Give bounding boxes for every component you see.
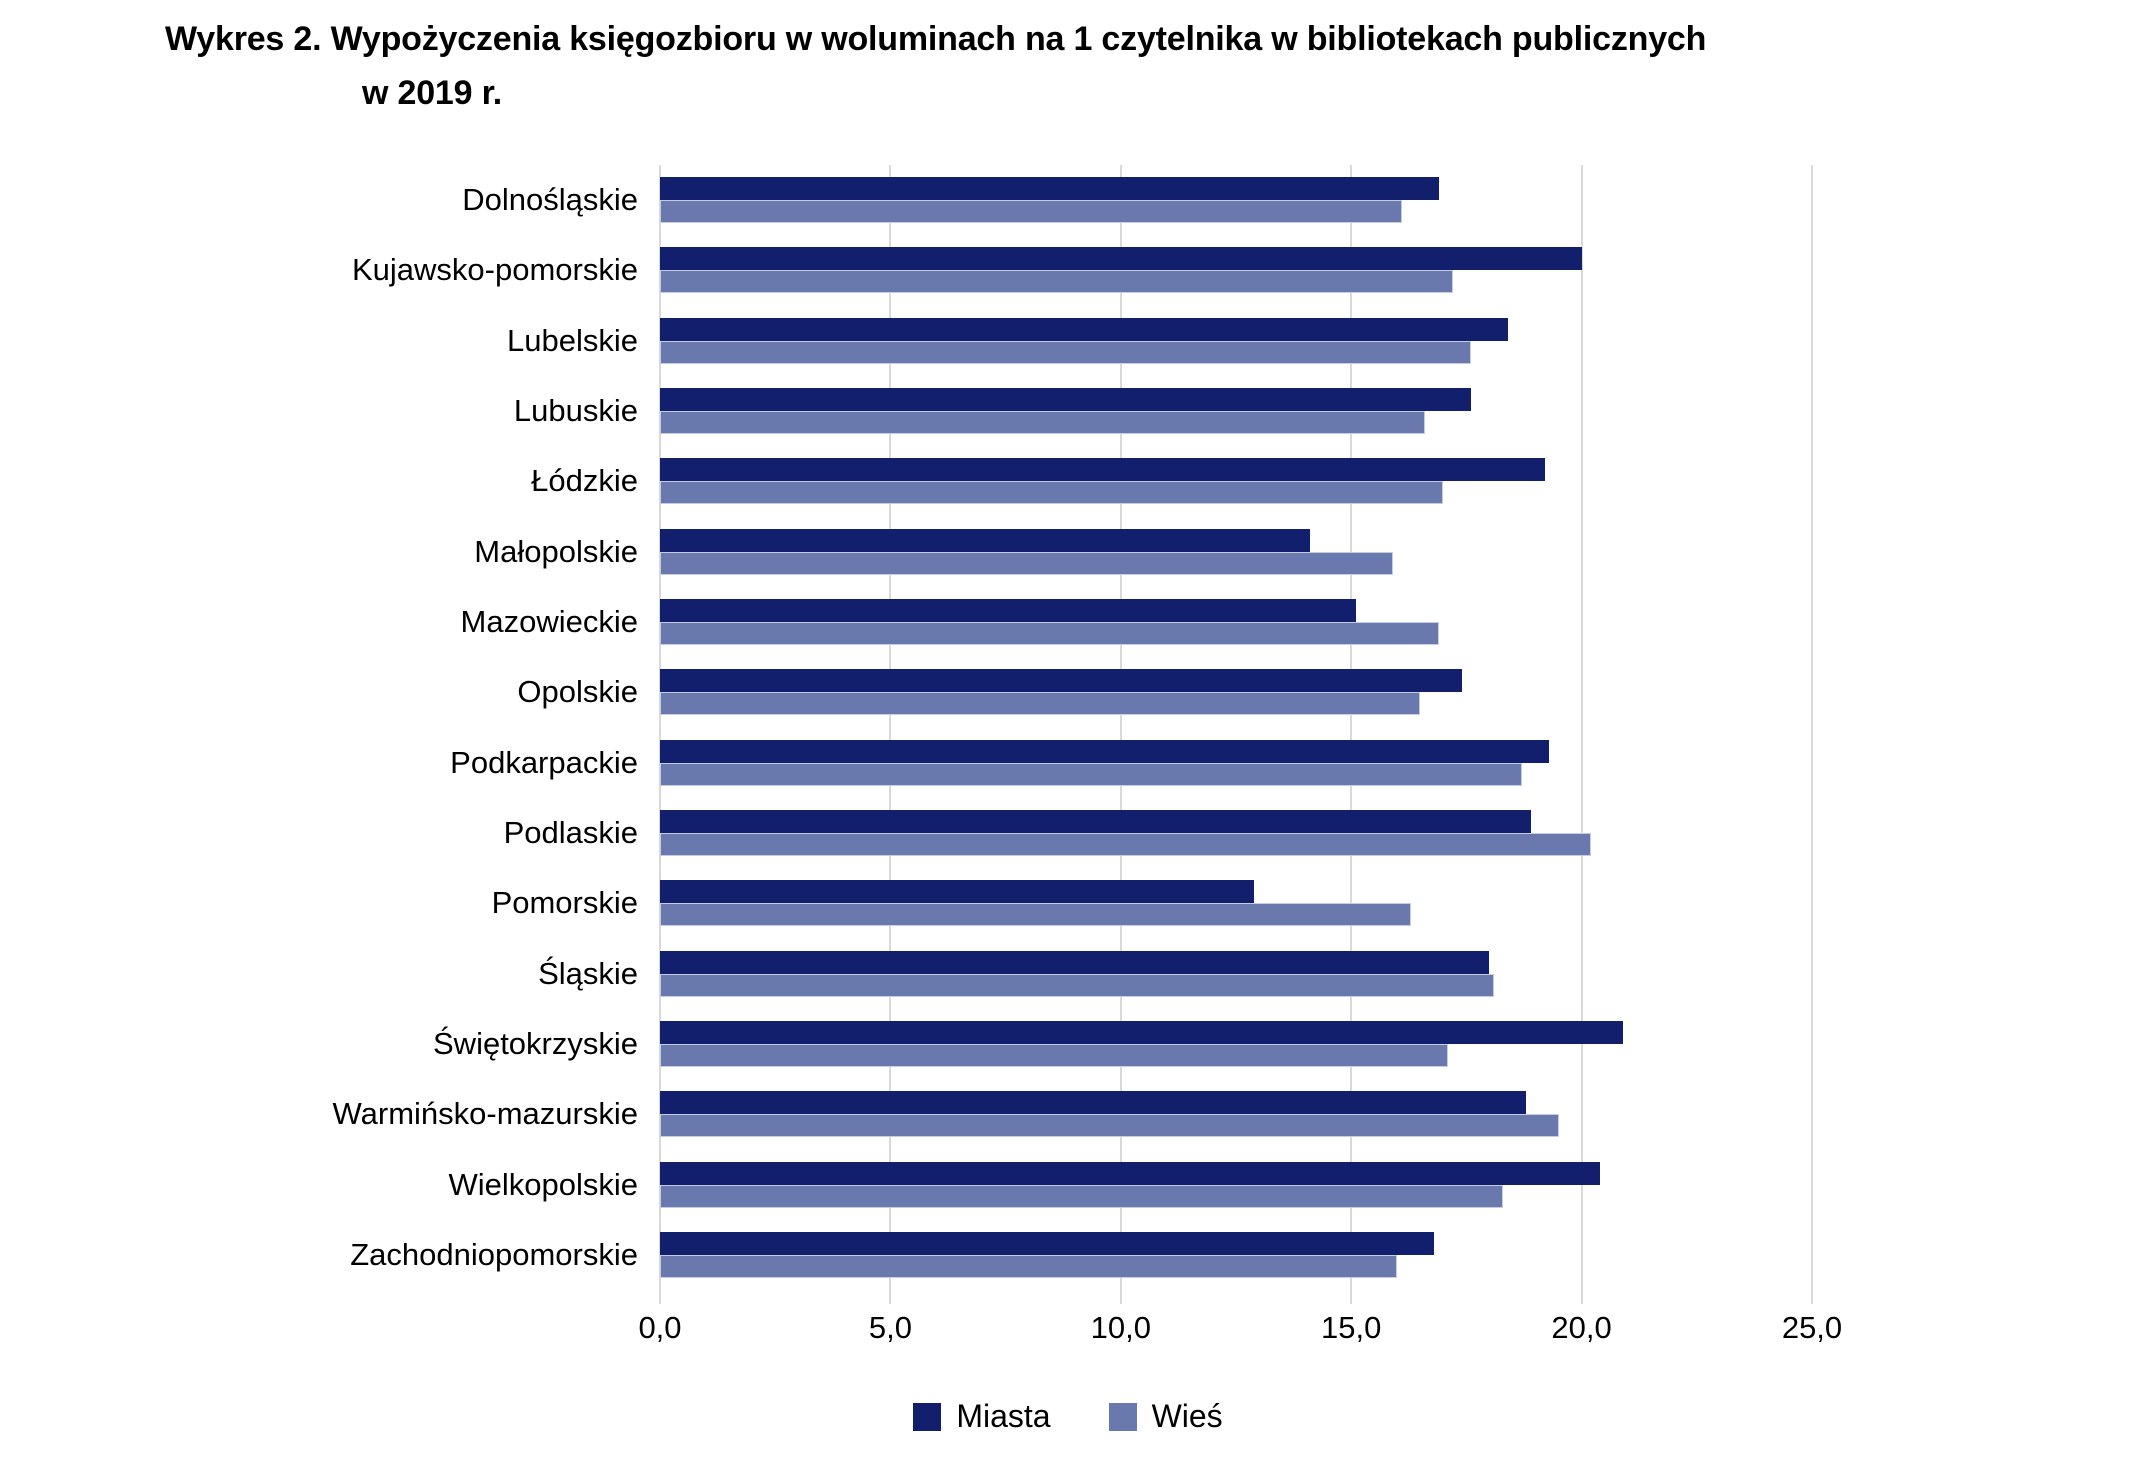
gridline xyxy=(889,165,892,1304)
bar-row xyxy=(660,868,1812,938)
legend-swatch-miasta-icon xyxy=(913,1402,942,1431)
legend-label-miasta: Miasta xyxy=(956,1398,1051,1434)
category-label: Łódzkie xyxy=(531,463,638,499)
bar-row xyxy=(660,657,1812,727)
bar-rows xyxy=(660,165,1812,1290)
bar-row xyxy=(660,1149,1812,1219)
category-label: Dolnośląskie xyxy=(462,182,638,218)
x-axis: 0,0 5,0 10,0 15,0 20,0 25,0 xyxy=(638,1310,1842,1354)
legend-item-wies: Wieś xyxy=(1108,1398,1223,1435)
bar-wies xyxy=(660,551,1393,575)
category-label: Kujawsko-pomorskie xyxy=(352,252,638,288)
category-label: Mazowieckie xyxy=(460,604,638,640)
x-tick-label: 20,0 xyxy=(1551,1310,1612,1345)
bar-miasta xyxy=(660,317,1508,341)
chart-title-line2: w 2019 r. xyxy=(362,74,502,112)
bar-row xyxy=(660,1220,1812,1290)
bar-wies xyxy=(660,692,1421,716)
category-label: Zachodniopomorskie xyxy=(350,1236,638,1272)
bar-wies xyxy=(660,762,1522,786)
plot-area xyxy=(659,165,1813,1304)
bar-miasta xyxy=(660,458,1545,482)
legend-item-miasta: Miasta xyxy=(913,1398,1051,1435)
x-tick-label: 0,0 xyxy=(638,1310,682,1345)
bar-row xyxy=(660,165,1812,235)
bar-row xyxy=(660,938,1812,1008)
bar-miasta xyxy=(660,1091,1527,1115)
legend-swatch-wies-icon xyxy=(1108,1402,1137,1431)
category-label: Lubuskie xyxy=(513,393,638,429)
bar-wies xyxy=(660,903,1412,927)
chart-title: Wykres 2. Wypożyczenia księgozbioru w wo… xyxy=(165,12,1706,120)
bar-row xyxy=(660,446,1812,516)
x-tick-label: 15,0 xyxy=(1321,1310,1382,1345)
category-label: Pomorskie xyxy=(491,885,638,921)
bar-miasta xyxy=(660,1231,1435,1255)
chart-title-line1: Wykres 2. Wypożyczenia księgozbioru w wo… xyxy=(165,20,1707,58)
gridline xyxy=(659,165,661,1304)
bar-miasta xyxy=(660,1020,1624,1044)
bar-row xyxy=(660,798,1812,868)
bar-row xyxy=(660,376,1812,446)
category-labels: Dolnośląskie Kujawsko-pomorskie Lubelskie L… xyxy=(0,165,638,1290)
bar-row xyxy=(660,517,1812,587)
bar-miasta xyxy=(660,599,1356,623)
category-label: Małopolskie xyxy=(474,533,638,569)
category-label: Opolskie xyxy=(517,674,638,710)
bar-miasta xyxy=(660,669,1462,693)
category-label: Śląskie xyxy=(538,955,638,991)
bar-miasta xyxy=(660,809,1531,833)
bar-wies xyxy=(660,481,1444,505)
category-label: Podlaskie xyxy=(503,814,638,850)
x-tick-label: 5,0 xyxy=(868,1310,912,1345)
bar-miasta xyxy=(660,247,1582,271)
bar-wies xyxy=(660,411,1425,435)
bar-wies xyxy=(660,1043,1448,1067)
bar-wies xyxy=(660,1184,1504,1208)
bar-miasta xyxy=(660,528,1310,552)
bar-miasta xyxy=(660,177,1439,201)
bar-wies xyxy=(660,200,1402,224)
bar-miasta xyxy=(660,388,1471,412)
bar-wies xyxy=(660,622,1439,646)
legend-label-wies: Wieś xyxy=(1151,1398,1223,1434)
category-label: Podkarpackie xyxy=(450,744,638,780)
category-label: Warmińsko-mazurskie xyxy=(332,1096,638,1132)
category-label: Świętokrzyskie xyxy=(433,1025,638,1061)
bar-wies xyxy=(660,1254,1398,1278)
bar-row xyxy=(660,728,1812,798)
bar-wies xyxy=(660,1114,1559,1138)
category-label: Lubelskie xyxy=(507,322,638,358)
bar-miasta xyxy=(660,880,1255,904)
bar-wies xyxy=(660,270,1453,294)
bar-row xyxy=(660,306,1812,376)
bar-row xyxy=(660,1079,1812,1149)
legend: Miasta Wieś xyxy=(0,1398,2136,1435)
gridline xyxy=(1350,165,1353,1304)
gridline xyxy=(1119,165,1122,1304)
gridline xyxy=(1811,165,1813,1304)
x-tick-label: 10,0 xyxy=(1090,1310,1151,1345)
category-label: Wielkopolskie xyxy=(448,1166,638,1202)
bar-wies xyxy=(660,340,1471,364)
gridline xyxy=(1580,165,1583,1304)
bar-wies xyxy=(660,973,1495,997)
bar-row xyxy=(660,235,1812,305)
bar-miasta xyxy=(660,950,1490,974)
bar-row xyxy=(660,587,1812,657)
bar-miasta xyxy=(660,1161,1601,1185)
x-tick-label: 25,0 xyxy=(1781,1310,1843,1345)
bar-row xyxy=(660,1009,1812,1079)
bar-wies xyxy=(660,832,1591,856)
bar-miasta xyxy=(660,739,1550,763)
